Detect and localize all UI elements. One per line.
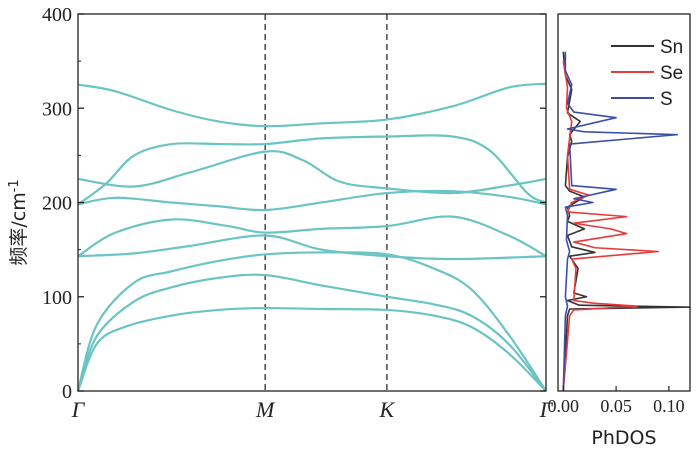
y-tick-label: 200 bbox=[42, 193, 72, 215]
phonon-branch-7 bbox=[77, 134, 547, 206]
phonon-branch-8 bbox=[77, 150, 547, 195]
y-tick-label: 100 bbox=[42, 287, 72, 309]
phonon-branch-4 bbox=[77, 234, 547, 261]
phonon-branch-2 bbox=[76, 273, 547, 392]
y-tick-label: 0 bbox=[62, 381, 72, 403]
phdos-series-s bbox=[562, 51, 679, 392]
phdos-x-tick-label: 0.05 bbox=[600, 396, 632, 416]
dispersion-y-ticks: 0 100 200 300 400 bbox=[42, 4, 546, 403]
dispersion-branches bbox=[76, 82, 547, 392]
phdos-series bbox=[562, 51, 691, 392]
phonon-branch-3 bbox=[76, 251, 547, 392]
k-point-label-0: Γ bbox=[71, 397, 86, 422]
phdos-x-tick-label: 0.00 bbox=[548, 396, 580, 416]
phdos-plot: 0.00 0.05 0.10 Sn Se S PhDOS bbox=[548, 13, 691, 449]
y-tick-label: 300 bbox=[42, 98, 72, 120]
dispersion-plot: 0 100 200 300 400 Γ M K Γ 频率/cm-1 bbox=[7, 4, 554, 422]
phdos-series-se bbox=[562, 61, 660, 392]
phdos-x-tick-label: 0.10 bbox=[653, 396, 685, 416]
k-point-label-3: Γ bbox=[539, 397, 554, 422]
phonon-branch-1 bbox=[76, 306, 547, 392]
dispersion-frame bbox=[77, 13, 547, 392]
phonon-branch-5 bbox=[77, 215, 547, 258]
y-axis-label-exponent: -1 bbox=[7, 179, 22, 192]
phonon-branch-6 bbox=[77, 189, 547, 212]
legend-label-se: Se bbox=[660, 63, 683, 84]
legend-label-sn: Sn bbox=[660, 37, 683, 58]
y-axis-label-main: 频率/cm bbox=[8, 192, 30, 265]
phdos-x-ticks: 0.00 0.05 0.10 bbox=[548, 386, 685, 416]
phdos-frame bbox=[557, 13, 691, 392]
k-point-label-1: M bbox=[255, 397, 276, 422]
k-point-label-2: K bbox=[379, 397, 396, 422]
dispersion-y-axis-label: 频率/cm-1 bbox=[7, 179, 30, 265]
phdos-x-axis-label: PhDOS bbox=[591, 427, 656, 449]
dispersion-kpoint-lines bbox=[264, 14, 388, 391]
y-tick-label: 400 bbox=[42, 4, 72, 26]
phonon-branch-9 bbox=[77, 82, 547, 128]
phdos-legend: Sn Se S bbox=[611, 37, 683, 110]
legend-label-s: S bbox=[660, 89, 673, 110]
